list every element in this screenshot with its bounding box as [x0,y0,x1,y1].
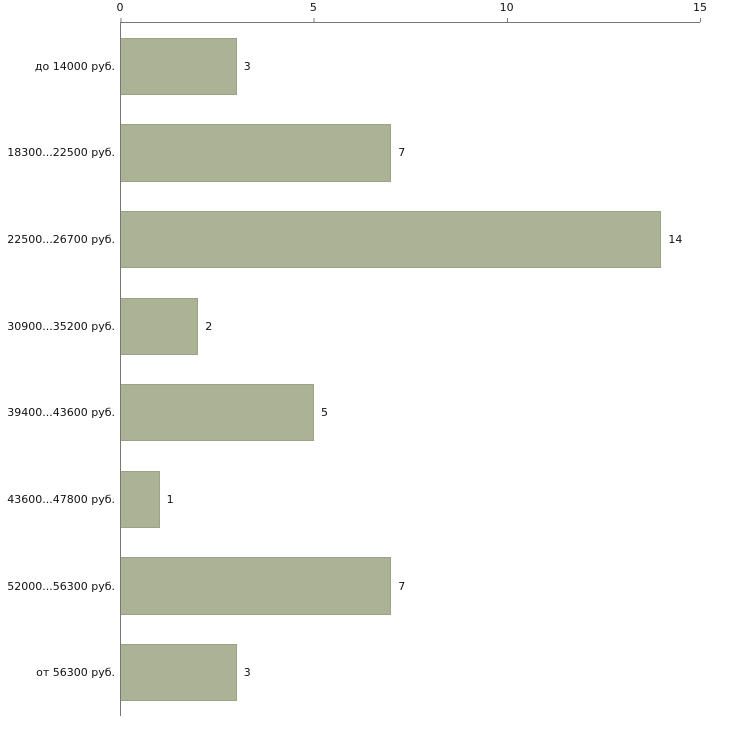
value-label: 3 [243,666,251,680]
value-label: 1 [166,492,174,506]
bar [121,124,392,182]
category-label: от 56300 руб. [36,666,115,680]
x-axis-tick-label: 5 [309,1,317,14]
x-axis-tick-label: 15 [693,1,707,14]
value-label: 5 [321,406,328,420]
bar [121,470,160,529]
bar-row: от 56300 руб. 3 [36,629,700,716]
category-label: до 14000 руб. [34,59,115,73]
x-axis-tick-label: 10 [499,1,514,14]
bar [121,210,662,269]
value-label: 7 [398,579,406,593]
x-axis-tick-label: 0 [116,1,124,14]
bar-row: 30900...35200 руб. 2 [7,283,700,370]
bar-rows: до 14000 руб. 3 18300...22500 руб. 7 22500..… [7,23,700,716]
x-axis-tick-mark [120,18,121,22]
bar [121,557,392,615]
value-label: 2 [205,319,213,333]
x-axis-tick: 0 [117,0,124,22]
bar-row: 52000...56300 руб. 7 [7,543,700,630]
bar-row: до 14000 руб. 3 [35,23,700,110]
bar [121,37,237,95]
x-axis-tick: 5 [310,0,317,22]
x-axis-tick: 10 [500,0,514,22]
x-axis-tick-mark [700,18,701,22]
bar-row: 22500...26700 руб. 14 [7,196,700,283]
bar [121,384,314,442]
category-label: 52000...56300 руб. [7,579,115,593]
category-label: 22500...26700 руб. [7,233,115,247]
plot-area: до 14000 руб. 3 18300...22500 руб. 7 22500..… [7,22,700,716]
category-label: 30900...35200 руб. [7,319,115,333]
category-label: 18300...22500 руб. [7,146,115,160]
category-label: 39400...43600 руб. [7,406,115,420]
bar-row: 39400...43600 руб. 5 [7,370,700,457]
x-axis: 0 5 10 15 [117,0,707,22]
x-axis-tick-mark [313,18,315,22]
value-label: 3 [243,59,251,73]
x-axis-tick: 15 [693,0,707,22]
bar [121,644,237,702]
x-axis-tick-mark [506,18,508,22]
category-label: 43600...47800 руб. [7,492,115,506]
value-label: 7 [398,146,406,160]
bar [121,297,199,355]
bar-row: 18300...22500 руб. 7 [7,110,700,197]
value-label: 14 [668,233,683,247]
bar-row: 43600...47800 руб. 1 [7,456,700,543]
